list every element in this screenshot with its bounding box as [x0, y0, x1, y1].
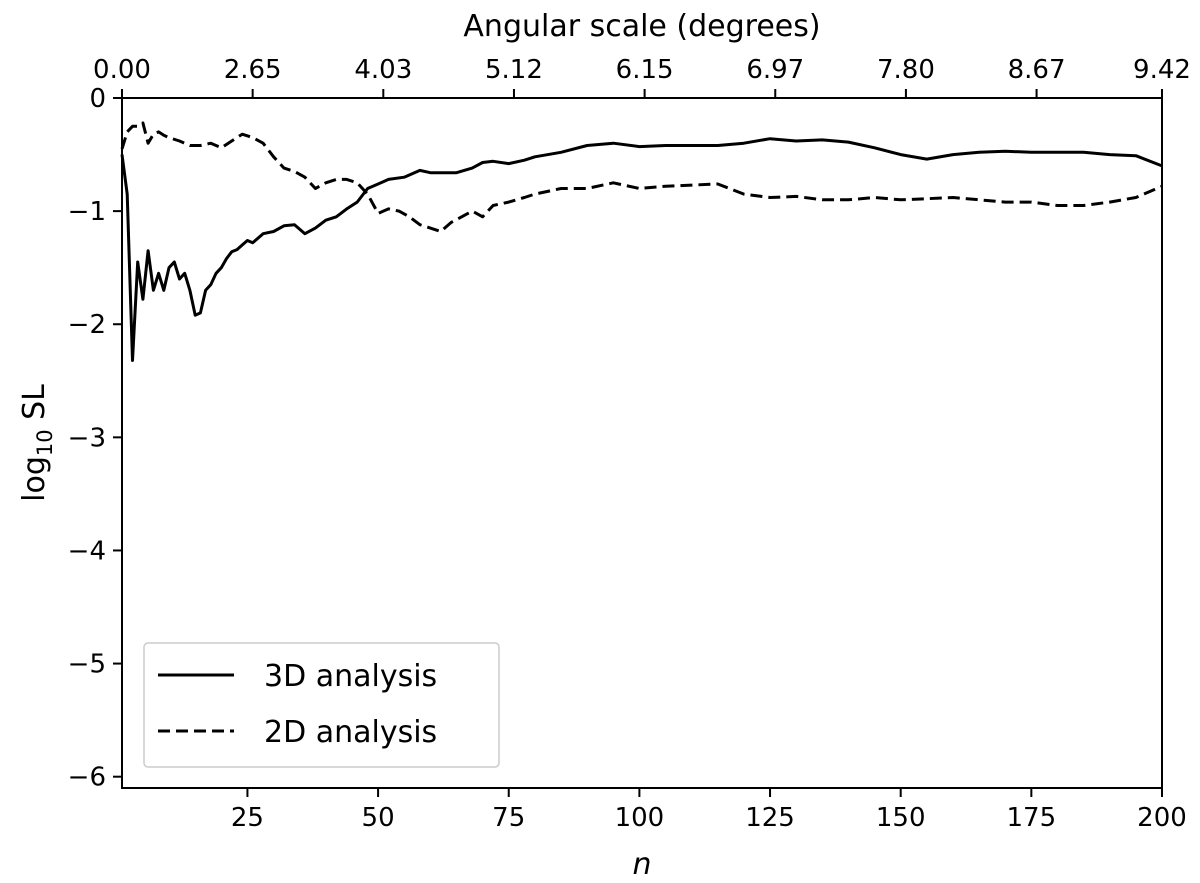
top-x-tick-label: 7.80: [877, 55, 935, 85]
top-x-tick-label: 2.65: [224, 55, 282, 85]
y-axis-title-base: log: [17, 456, 52, 502]
x-tick-label: 100: [615, 803, 665, 833]
x-tick-label: 75: [492, 803, 525, 833]
top-x-tick-label: 8.67: [1008, 55, 1066, 85]
x-tick-label: 50: [362, 803, 395, 833]
x-tick-label: 25: [231, 803, 264, 833]
top-x-axis-title: Angular scale (degrees): [463, 9, 820, 44]
series-line-3d: [120, 137, 1163, 362]
y-tick-label: −3: [68, 423, 106, 453]
ticks: 25 50 75 100 125 150 175 200 0.00 2.65 4.03 5.12 6.1…: [68, 55, 1191, 833]
top-x-tick-label: 6.15: [616, 55, 674, 85]
y-tick-label: −5: [68, 650, 106, 680]
x-tick-label: 125: [745, 803, 795, 833]
top-x-tick-label: 9.42: [1133, 55, 1191, 85]
top-x-tick-label: 4.03: [354, 55, 412, 85]
y-tick-label: −4: [68, 536, 106, 566]
y-tick-label: 0: [89, 84, 106, 114]
y-tick-label: −2: [68, 310, 106, 340]
legend: 3D analysis 2D analysis: [143, 642, 500, 768]
legend-label-2d: 2D analysis: [264, 715, 437, 750]
top-x-tick-label: 6.97: [746, 55, 804, 85]
x-tick-label: 200: [1137, 803, 1187, 833]
series-line-2d: [120, 121, 1163, 233]
y-axis-title-subscript: 10: [33, 429, 57, 456]
series-layer: [120, 121, 1163, 362]
top-x-tick-label: 0.00: [93, 55, 151, 85]
y-tick-label: −1: [68, 197, 106, 227]
y-tick-label: −6: [68, 763, 106, 793]
legend-label-3d: 3D analysis: [264, 659, 437, 694]
x-tick-label: 175: [1007, 803, 1057, 833]
top-x-tick-label: 5.12: [485, 55, 543, 85]
x-tick-label: 150: [876, 803, 926, 833]
y-axis-title-rest: SL: [17, 384, 52, 430]
y-axis-title: log10 SL: [17, 384, 57, 502]
x-axis-title: n: [632, 847, 651, 882]
